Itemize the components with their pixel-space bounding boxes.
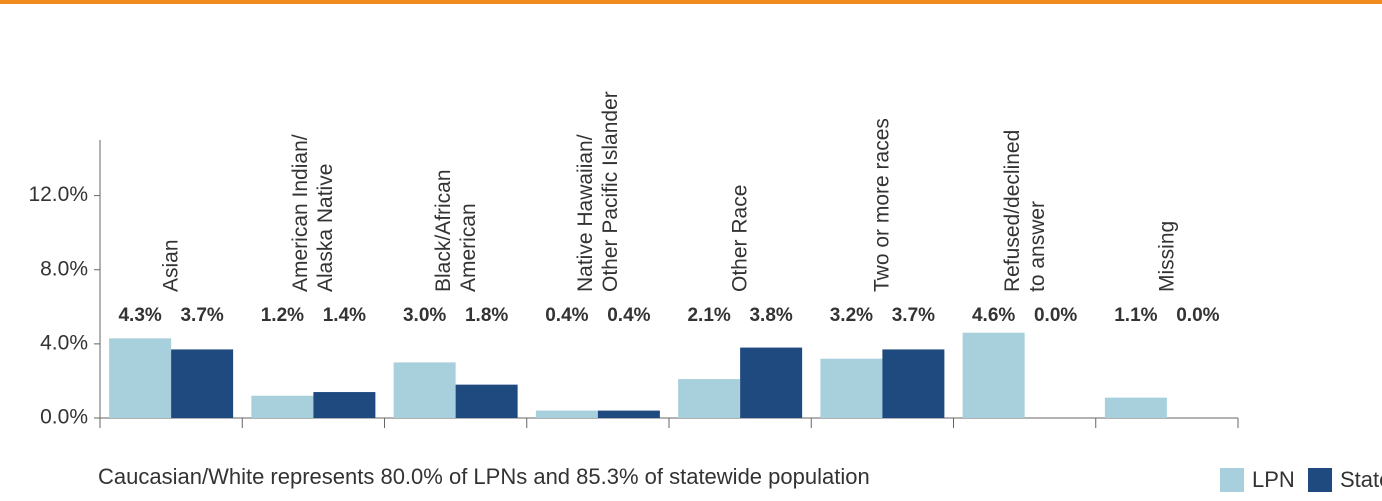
value-label: 4.3% bbox=[118, 305, 161, 326]
x-tick-label: Missing bbox=[1155, 220, 1179, 292]
x-tick-label: American Indian/ Alaska Native bbox=[289, 134, 338, 292]
bar bbox=[678, 379, 741, 418]
top-bar bbox=[0, 0, 1382, 4]
value-label: 3.0% bbox=[403, 305, 446, 326]
bar bbox=[597, 410, 660, 418]
legend-swatch bbox=[1308, 468, 1332, 492]
bar bbox=[393, 362, 456, 418]
x-tick-label: Two or more races bbox=[870, 118, 894, 292]
value-label: 0.4% bbox=[545, 305, 588, 326]
legend-label: State bbox=[1340, 467, 1382, 492]
bar bbox=[740, 347, 803, 418]
annotation: Caucasian/White represents 80.0% of LPNs… bbox=[98, 464, 870, 489]
x-tick-label: Asian bbox=[159, 239, 183, 292]
value-label: 3.2% bbox=[830, 305, 873, 326]
value-label: 3.8% bbox=[749, 305, 792, 326]
bar bbox=[455, 384, 518, 418]
legend-swatch bbox=[1220, 468, 1244, 492]
bar bbox=[109, 338, 172, 418]
y-tick-label: 0.0% bbox=[40, 406, 88, 429]
value-label: 3.7% bbox=[180, 305, 223, 326]
value-label: 0.4% bbox=[607, 305, 650, 326]
y-tick-label: 8.0% bbox=[40, 257, 88, 280]
value-label: 0.0% bbox=[1176, 305, 1219, 326]
bar bbox=[882, 349, 945, 418]
value-label: 4.6% bbox=[972, 305, 1015, 326]
bar bbox=[962, 332, 1025, 418]
legend-label: LPN bbox=[1252, 467, 1295, 492]
bar bbox=[820, 358, 883, 418]
value-label: 0.0% bbox=[1034, 305, 1077, 326]
x-tick-label: Native Hawaiian/ Other Pacific Islander bbox=[573, 91, 622, 292]
value-label: 1.4% bbox=[323, 305, 366, 326]
value-label: 1.1% bbox=[1114, 305, 1157, 326]
x-tick-label: Other Race bbox=[728, 184, 752, 292]
bar bbox=[1104, 397, 1167, 418]
y-tick-label: 12.0% bbox=[28, 183, 88, 206]
x-tick-label: Black/African American bbox=[431, 169, 480, 292]
bar bbox=[535, 410, 598, 418]
bar bbox=[251, 395, 314, 418]
value-label: 1.8% bbox=[465, 305, 508, 326]
value-label: 2.1% bbox=[687, 305, 730, 326]
bar bbox=[171, 349, 234, 418]
value-label: 3.7% bbox=[892, 305, 935, 326]
value-label: 1.2% bbox=[261, 305, 304, 326]
y-tick-label: 4.0% bbox=[40, 331, 88, 354]
bar bbox=[313, 392, 376, 418]
x-tick-label: Refused/declined to answer bbox=[1000, 129, 1049, 292]
